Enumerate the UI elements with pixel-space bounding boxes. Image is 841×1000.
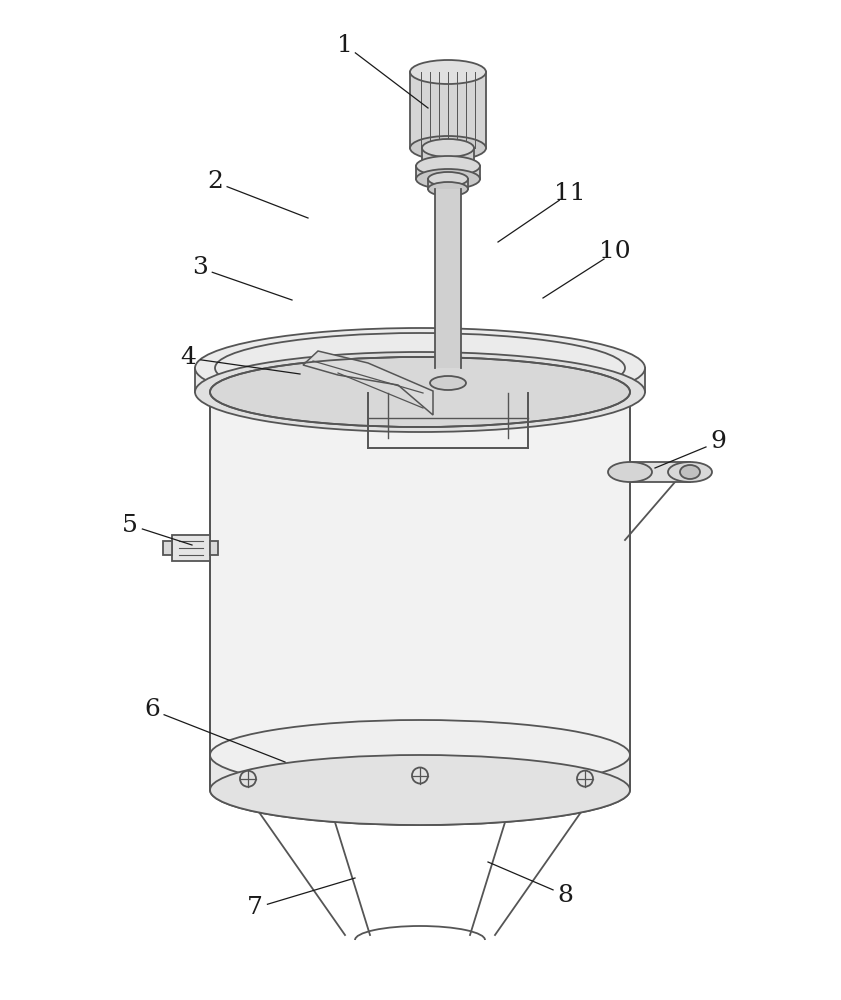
- Ellipse shape: [422, 157, 474, 175]
- Polygon shape: [210, 392, 630, 790]
- Polygon shape: [416, 166, 480, 179]
- Text: 3: 3: [192, 256, 208, 279]
- Polygon shape: [428, 179, 468, 189]
- Ellipse shape: [428, 172, 468, 186]
- Text: 2: 2: [207, 170, 223, 194]
- Text: 9: 9: [710, 430, 726, 454]
- Polygon shape: [210, 755, 630, 790]
- Text: 6: 6: [144, 698, 160, 722]
- Ellipse shape: [210, 755, 630, 825]
- Ellipse shape: [410, 60, 486, 84]
- Text: 10: 10: [599, 240, 631, 263]
- Bar: [210, 541, 218, 555]
- Text: 7: 7: [247, 896, 263, 920]
- Bar: [172, 535, 210, 561]
- Text: 4: 4: [180, 347, 196, 369]
- Ellipse shape: [430, 376, 466, 390]
- Ellipse shape: [680, 465, 700, 479]
- Polygon shape: [410, 72, 486, 148]
- Bar: [163, 541, 172, 555]
- Text: 8: 8: [557, 884, 573, 906]
- Polygon shape: [458, 368, 563, 413]
- Ellipse shape: [210, 755, 630, 825]
- Polygon shape: [195, 368, 645, 392]
- Polygon shape: [303, 351, 433, 415]
- Ellipse shape: [428, 182, 468, 196]
- Polygon shape: [435, 189, 461, 368]
- Ellipse shape: [422, 139, 474, 157]
- Ellipse shape: [195, 328, 645, 408]
- Polygon shape: [630, 462, 690, 482]
- Ellipse shape: [195, 352, 645, 432]
- Ellipse shape: [410, 136, 486, 160]
- Text: 5: 5: [122, 514, 138, 536]
- Ellipse shape: [210, 720, 630, 790]
- Ellipse shape: [668, 462, 712, 482]
- Text: 11: 11: [554, 182, 585, 205]
- Polygon shape: [422, 148, 474, 166]
- Ellipse shape: [210, 357, 630, 427]
- Ellipse shape: [416, 156, 480, 176]
- Ellipse shape: [608, 462, 652, 482]
- Text: 1: 1: [337, 33, 353, 56]
- Ellipse shape: [416, 169, 480, 189]
